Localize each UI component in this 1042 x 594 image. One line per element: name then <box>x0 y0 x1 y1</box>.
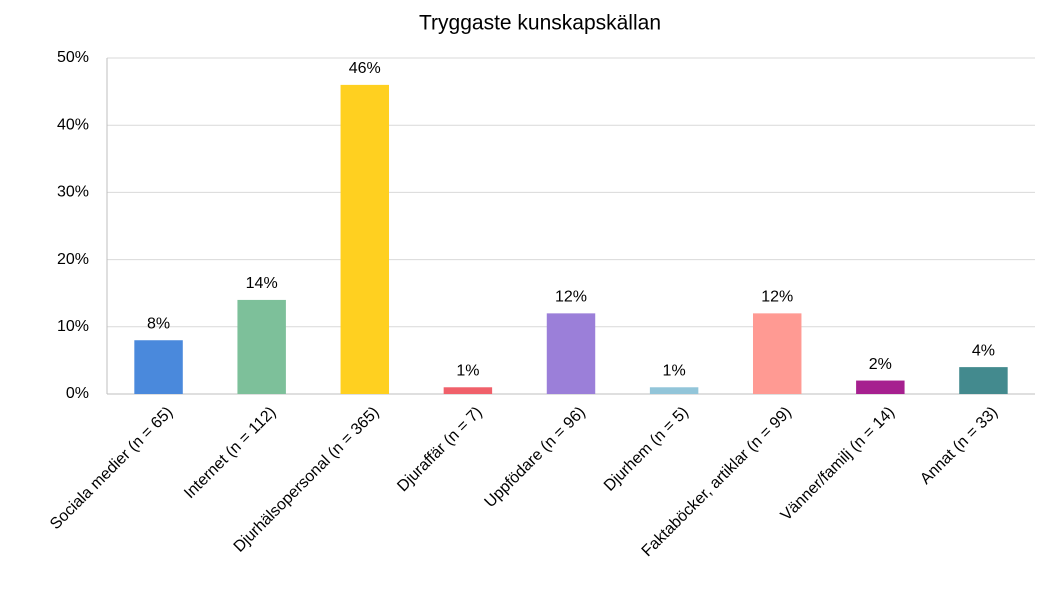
y-tick-label: 40% <box>57 116 89 133</box>
bar <box>546 313 596 394</box>
bar <box>134 340 183 394</box>
y-tick-label: 0% <box>66 385 89 402</box>
x-tick-label: Sociala medier (n = 65) <box>47 404 176 533</box>
chart-title: Tryggaste kunskapskällan <box>419 12 661 35</box>
x-tick-label: Internet (n = 112) <box>181 404 279 502</box>
x-tick-label: Annat (n = 33) <box>917 404 1001 488</box>
bar <box>856 380 905 394</box>
bar <box>340 84 390 394</box>
y-tick-label: 30% <box>57 184 89 201</box>
x-tick-label: Vänner/familj (n = 14) <box>778 404 899 525</box>
bar <box>237 299 286 394</box>
bar <box>649 387 699 394</box>
y-tick-label: 20% <box>57 251 89 268</box>
data-label: 12% <box>761 289 793 306</box>
x-tick-label: Djuraffär (n = 7) <box>394 404 485 495</box>
bar <box>443 387 493 394</box>
y-tick-label: 50% <box>57 49 89 66</box>
data-label: 1% <box>663 362 686 379</box>
data-label: 4% <box>972 342 995 359</box>
data-label: 14% <box>246 275 278 292</box>
x-tick-label: Djurhem (n = 5) <box>601 404 692 495</box>
data-label: 2% <box>869 356 892 373</box>
data-label: 1% <box>456 362 479 379</box>
data-label: 12% <box>555 289 587 306</box>
bar <box>752 313 802 394</box>
data-label: 8% <box>147 315 170 332</box>
x-tick-label: Uppfödare (n = 96) <box>482 404 589 511</box>
y-tick-label: 10% <box>57 318 89 335</box>
bar <box>959 367 1008 394</box>
data-label: 46% <box>349 60 381 77</box>
